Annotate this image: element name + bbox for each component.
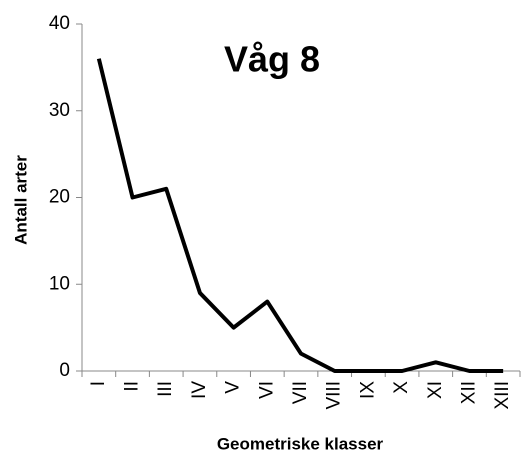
y-tick-label: 0	[59, 360, 70, 381]
x-tick-label: XIII	[492, 381, 513, 410]
x-tick-label: II	[122, 381, 143, 392]
x-tick-label: III	[155, 381, 176, 397]
y-tick-label: 20	[49, 187, 70, 208]
y-tick-label: 30	[49, 100, 70, 121]
x-tick-label: V	[223, 381, 244, 394]
y-tick-label: 10	[49, 273, 70, 294]
line-series	[96, 58, 504, 373]
x-tick-label: VI	[256, 381, 277, 399]
y-tick-label: 40	[49, 13, 70, 34]
x-tick-label: VII	[290, 381, 311, 404]
y-axis-title: Antall arter	[11, 155, 30, 245]
x-tick-label: I	[88, 381, 109, 386]
x-tick-label: XI	[425, 381, 446, 399]
x-tick-label: IX	[357, 381, 378, 399]
chart-title: Våg 8	[224, 39, 320, 80]
x-tick-label: XII	[458, 381, 479, 404]
x-tick-label: X	[391, 381, 412, 394]
x-tick-label: VIII	[324, 381, 345, 410]
x-tick-label: IV	[189, 381, 210, 399]
x-axis-title: Geometriske klasser	[217, 434, 384, 453]
